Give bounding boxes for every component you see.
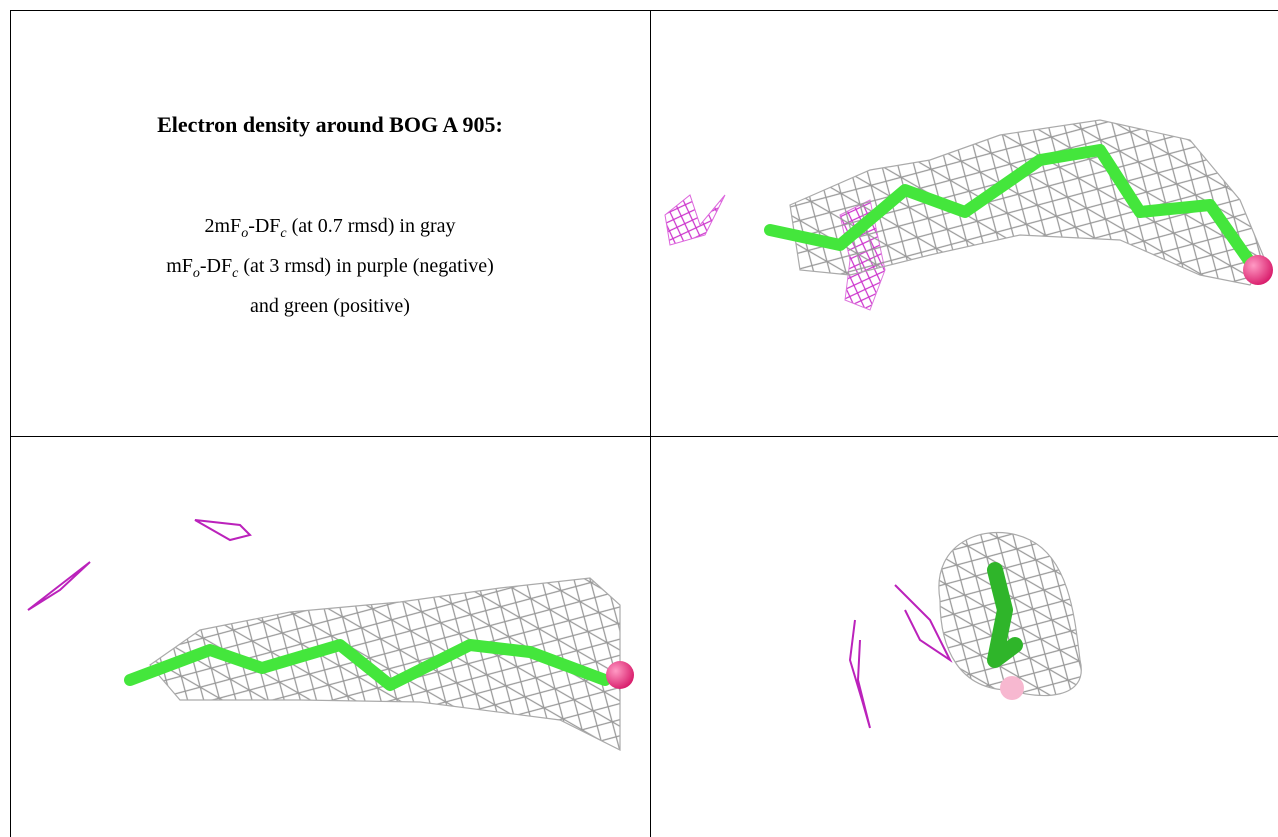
subscript: c [280, 226, 287, 241]
caption-line: mFo-DFc (at 3 rmsd) in purple (negative) [10, 250, 650, 290]
subscript: c [232, 266, 239, 281]
text-segment: -DF [248, 215, 281, 237]
text-segment: and green (positive) [250, 295, 410, 317]
caption-lines: 2mFo-DFc (at 0.7 rmsd) in gray mFo-DFc (a… [10, 210, 650, 323]
table-borders [10, 10, 1278, 837]
density-view-1 [664, 119, 1273, 311]
caption-line: and green (positive) [10, 290, 650, 323]
caption-line: 2mFo-DFc (at 0.7 rmsd) in gray [10, 210, 650, 250]
subscript: o [241, 226, 249, 241]
text-segment: (at 3 rmsd) in purple (negative) [238, 255, 494, 277]
text-segment: 2mF [204, 215, 242, 237]
text-segment: mF [166, 255, 193, 277]
subscript: o [192, 266, 200, 281]
text-segment: -DF [199, 255, 233, 277]
density-view-2 [27, 519, 634, 751]
caption-title: Electron density around BOG A 905: [157, 112, 503, 137]
text-segment: (at 0.7 rmsd) in gray [286, 215, 456, 237]
density-view-3 [848, 531, 1082, 729]
